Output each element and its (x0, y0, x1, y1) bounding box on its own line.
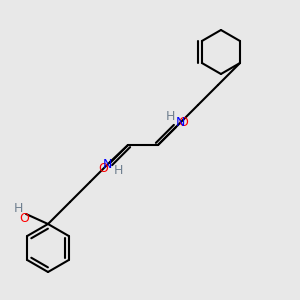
Text: H: H (165, 110, 175, 124)
Text: O: O (178, 116, 188, 128)
Text: O: O (19, 212, 29, 226)
Text: H: H (13, 202, 23, 215)
Text: H: H (113, 164, 123, 176)
Text: O: O (98, 161, 108, 175)
Text: N: N (102, 158, 112, 172)
Text: N: N (175, 116, 185, 130)
